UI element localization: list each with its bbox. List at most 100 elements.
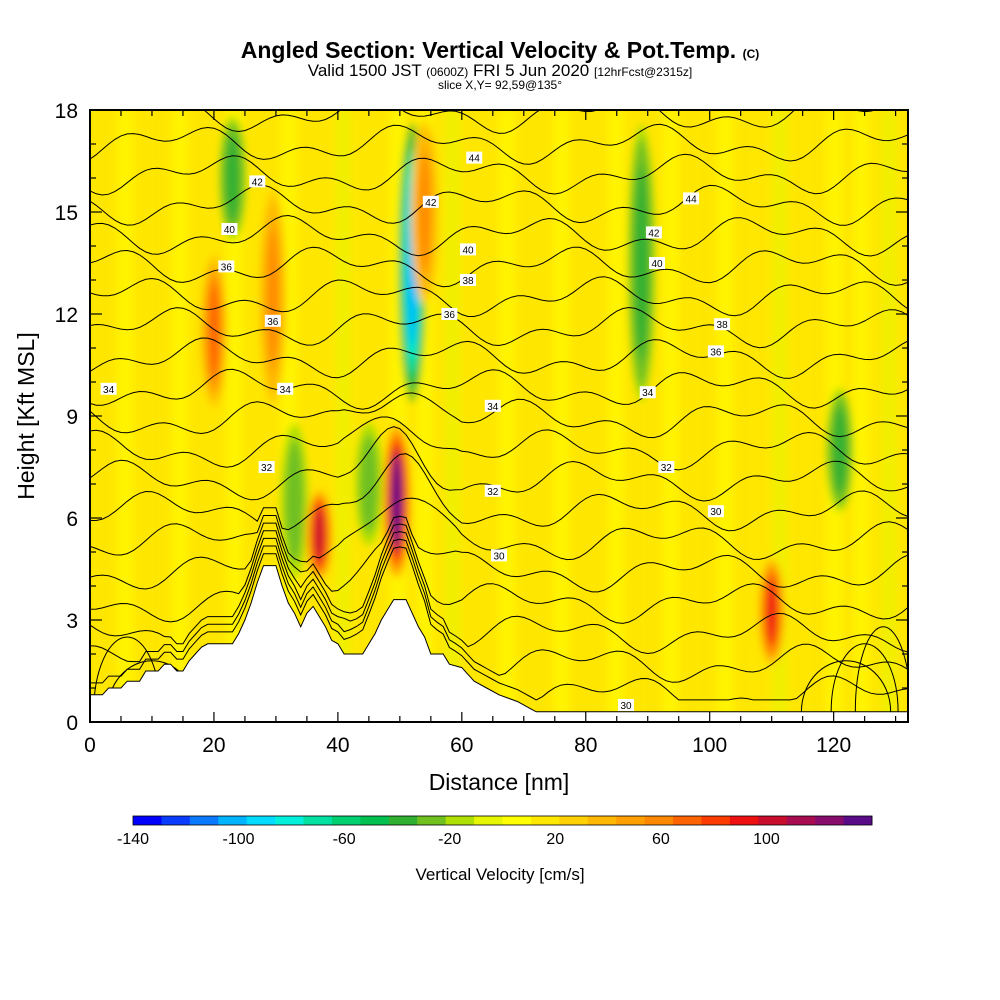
- pot-temp-contour: [90, 515, 908, 593]
- field-band: [580, 110, 597, 722]
- field-band: [608, 110, 625, 722]
- svg-text:32: 32: [661, 463, 673, 474]
- colorbar-swatch: [815, 816, 844, 825]
- contour-label: 36: [441, 308, 458, 321]
- svg-text:36: 36: [267, 317, 279, 328]
- pot-temp-contour: [90, 306, 908, 349]
- contour-label: 44: [683, 192, 700, 205]
- svg-text:36: 36: [221, 262, 233, 273]
- field-band: [471, 110, 488, 722]
- pot-temp-contour: [90, 184, 908, 226]
- field-band: [199, 110, 216, 722]
- y-axis-label: Height [Kft MSL]: [13, 332, 39, 499]
- svg-text:38: 38: [462, 276, 474, 287]
- y-tick-label: 18: [55, 100, 78, 123]
- svg-text:42: 42: [252, 177, 264, 188]
- contour-label: 30: [491, 549, 507, 562]
- colorbar-swatch: [644, 816, 674, 825]
- colorbar-swatch: [388, 816, 418, 825]
- pot-temp-contour: [90, 523, 908, 624]
- contour-label: 42: [422, 195, 439, 209]
- utc-time: (0600Z): [426, 65, 469, 79]
- pot-temp-contour: [90, 368, 908, 410]
- pot-temp-contour: [90, 497, 908, 563]
- colorbar-swatch: [587, 816, 617, 825]
- svg-text:30: 30: [710, 507, 722, 518]
- contour-label: 38: [460, 274, 477, 287]
- y-tick-label: 3: [66, 610, 78, 633]
- field-band: [171, 110, 188, 722]
- downdraft-core: [364, 446, 374, 522]
- colorbar-swatch: [275, 816, 304, 825]
- colorbar-tick-label: 60: [652, 831, 670, 848]
- field-band: [717, 110, 734, 722]
- x-tick-label: 40: [326, 734, 349, 757]
- svg-text:30: 30: [493, 551, 505, 562]
- field-band: [117, 110, 134, 722]
- svg-text:42: 42: [425, 198, 437, 209]
- slice-info: slice X,Y= 92,59@135°: [437, 78, 563, 92]
- downdraft-core: [835, 412, 845, 488]
- contour-label: 30: [707, 505, 724, 518]
- contour-label: 32: [658, 461, 675, 474]
- colorbar-swatch: [189, 816, 219, 825]
- field-band: [853, 110, 870, 722]
- colorbar-swatch: [218, 816, 248, 825]
- pot-temp-contour: [90, 337, 908, 379]
- y-tick-label: 9: [66, 406, 78, 429]
- x-axis-label: Distance [nm]: [429, 769, 570, 795]
- contour-label: 40: [460, 243, 477, 256]
- svg-text:40: 40: [224, 225, 236, 236]
- svg-text:36: 36: [444, 310, 456, 321]
- svg-text:34: 34: [487, 402, 499, 413]
- field-band: [526, 110, 543, 722]
- contour-label: 34: [100, 382, 117, 396]
- colorbar-tick-label: -20: [438, 831, 461, 848]
- chart-title: Angled Section: Vertical Velocity & Pot.…: [240, 37, 760, 63]
- y-tick-label: 0: [66, 712, 78, 735]
- colorbar-label: Vertical Velocity [cm/s]: [415, 865, 584, 884]
- pot-temp-contour: [90, 276, 908, 317]
- svg-text:30: 30: [620, 701, 632, 712]
- colorbar-swatch: [530, 816, 560, 825]
- updraft-core: [209, 284, 219, 378]
- colorbar-swatch: [673, 816, 702, 825]
- field-band: [499, 110, 516, 722]
- svg-text:32: 32: [487, 487, 499, 498]
- field-band: [744, 110, 761, 722]
- contour-label: 36: [218, 260, 235, 273]
- x-tick-label: 60: [450, 734, 473, 757]
- colorbar-swatch: [445, 816, 475, 825]
- y-tick-label: 12: [55, 304, 78, 327]
- colorbar-swatch: [474, 816, 503, 825]
- contour-label: 40: [649, 257, 666, 270]
- downdraft-core: [289, 454, 300, 548]
- pot-temp-contour: [90, 123, 908, 165]
- svg-text:44: 44: [686, 194, 698, 205]
- colorbar-tick-label: -60: [333, 831, 356, 848]
- colorbar-swatch: [133, 816, 162, 825]
- contour-label: 44: [466, 151, 483, 165]
- contour-label: 36: [264, 314, 281, 328]
- svg-text:44: 44: [469, 154, 481, 165]
- colorbar-tick-label: -100: [223, 831, 255, 848]
- colorbar-swatch: [303, 816, 333, 825]
- colorbar-swatch: [331, 816, 361, 825]
- field-band: [144, 110, 161, 722]
- x-tick-label: 80: [574, 734, 597, 757]
- colorbar-swatch: [701, 816, 731, 825]
- updraft-core: [419, 155, 430, 269]
- pot-temp-contour: [90, 153, 908, 196]
- pot-temp-contour: [139, 110, 878, 134]
- svg-text:38: 38: [717, 320, 729, 331]
- y-tick-label: 15: [55, 202, 78, 225]
- colorbar-swatch: [417, 816, 447, 825]
- contour-label: 40: [221, 223, 238, 236]
- colorbar-swatch: [616, 816, 646, 825]
- y-tick-label: 6: [66, 508, 78, 531]
- svg-text:40: 40: [651, 259, 663, 270]
- colorbar-swatch: [246, 816, 276, 825]
- colorbar-swatch: [502, 816, 532, 825]
- svg-text:34: 34: [642, 388, 654, 399]
